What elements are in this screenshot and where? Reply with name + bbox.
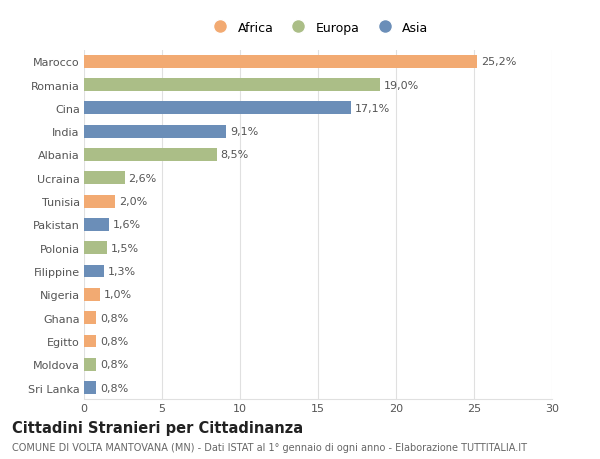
Text: 2,6%: 2,6% bbox=[128, 174, 157, 184]
Text: 1,0%: 1,0% bbox=[104, 290, 131, 300]
Bar bbox=[84, 195, 115, 208]
Bar bbox=[84, 102, 351, 115]
Bar bbox=[84, 79, 380, 92]
Text: 1,3%: 1,3% bbox=[108, 266, 136, 276]
Bar bbox=[84, 265, 104, 278]
Bar bbox=[84, 218, 109, 231]
Text: 1,6%: 1,6% bbox=[113, 220, 141, 230]
Bar bbox=[84, 312, 97, 325]
Bar bbox=[84, 56, 477, 68]
Bar bbox=[84, 288, 100, 301]
Bar bbox=[84, 172, 125, 185]
Text: 25,2%: 25,2% bbox=[481, 57, 517, 67]
Bar bbox=[84, 335, 97, 347]
Text: 19,0%: 19,0% bbox=[385, 80, 419, 90]
Text: 0,8%: 0,8% bbox=[100, 313, 128, 323]
Text: 17,1%: 17,1% bbox=[355, 104, 390, 114]
Bar bbox=[84, 125, 226, 138]
Bar bbox=[84, 358, 97, 371]
Text: Cittadini Stranieri per Cittadinanza: Cittadini Stranieri per Cittadinanza bbox=[12, 420, 303, 435]
Text: 2,0%: 2,0% bbox=[119, 196, 148, 207]
Text: 0,8%: 0,8% bbox=[100, 336, 128, 346]
Bar bbox=[84, 242, 107, 255]
Legend: Africa, Europa, Asia: Africa, Europa, Asia bbox=[203, 17, 433, 39]
Text: 8,5%: 8,5% bbox=[221, 150, 249, 160]
Bar bbox=[84, 149, 217, 162]
Text: 0,8%: 0,8% bbox=[100, 383, 128, 393]
Text: COMUNE DI VOLTA MANTOVANA (MN) - Dati ISTAT al 1° gennaio di ogni anno - Elabora: COMUNE DI VOLTA MANTOVANA (MN) - Dati IS… bbox=[12, 442, 527, 452]
Text: 1,5%: 1,5% bbox=[112, 243, 139, 253]
Bar bbox=[84, 381, 97, 394]
Text: 9,1%: 9,1% bbox=[230, 127, 258, 137]
Text: 0,8%: 0,8% bbox=[100, 359, 128, 369]
